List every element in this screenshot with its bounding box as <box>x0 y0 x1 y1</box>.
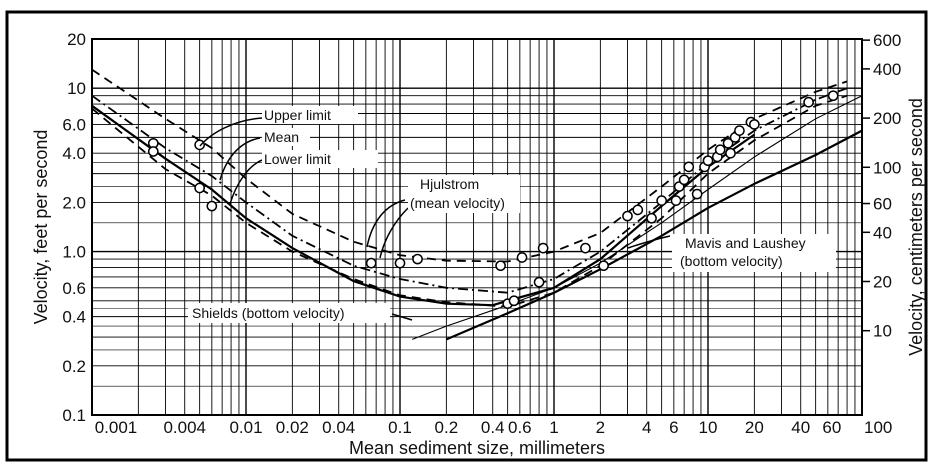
x-tick-label: 0.01 <box>229 418 262 437</box>
y-tick-label: 0.4 <box>62 308 86 327</box>
y-right-tick-labels: 10 20 40 60 100 200 400 600 <box>862 31 901 341</box>
data-point <box>714 144 726 156</box>
y-tick-label: 6.0 <box>62 115 86 134</box>
annotation-arrows <box>199 117 671 321</box>
hjulstrom-label: Hjulstrom <box>420 176 479 192</box>
mean-leader <box>219 137 261 181</box>
y-tick-label: 20 <box>67 30 86 49</box>
data-point <box>516 252 528 263</box>
y-tick-label: 2.0 <box>62 193 86 212</box>
y-right-tick-label: 60 <box>873 195 892 214</box>
data-point <box>670 195 682 207</box>
x-tick-labels: 0.001 0.004 0.01 0.02 0.04 0.1 0.2 0.4 0.6 1 2 4 6 10… <box>95 418 893 437</box>
x-tick-label: 1 <box>549 418 558 437</box>
upper-limit-curve <box>91 68 848 263</box>
y-tick-label: 0.6 <box>62 279 86 298</box>
x-tick-label: 0.1 <box>388 418 412 437</box>
y-axis-title-left: Velocity, feet per second <box>31 130 51 325</box>
x-tick-label: 0.001 <box>95 418 138 437</box>
data-point <box>683 161 695 173</box>
y-tick-label: 0.1 <box>62 406 86 425</box>
mavis-leader <box>627 235 671 249</box>
hjulstrom-sublabel: (mean velocity) <box>410 195 505 211</box>
plot-area-border <box>91 38 863 416</box>
mean-label: Mean <box>264 129 299 145</box>
data-point <box>394 257 406 269</box>
y-right-tick-label: 100 <box>873 158 901 177</box>
data-point <box>827 90 839 102</box>
mavis-laushey-curve <box>445 129 863 341</box>
mavis-laushey-label: Mavis and Laushey <box>685 235 806 251</box>
y-right-tick-label: 20 <box>873 272 892 291</box>
upper-limit-leader <box>199 117 263 147</box>
upper-limit-label: Upper limit <box>264 107 331 123</box>
y-right-tick-label: 600 <box>873 31 901 50</box>
data-point <box>622 210 633 222</box>
data-point <box>722 137 734 149</box>
y-tick-label: 4.0 <box>62 144 86 163</box>
data-point <box>365 257 377 269</box>
y-right-tick-label: 40 <box>873 223 892 242</box>
y-tick-labels: 0.1 0.2 0.4 0.6 1.0 2.0 4.0 6.0 10 20 <box>62 30 86 425</box>
y-right-tick-label: 200 <box>873 109 901 128</box>
data-point <box>194 139 205 151</box>
x-tick-label: 10 <box>699 418 718 437</box>
x-tick-label: 40 <box>791 418 810 437</box>
y-tick-label: 10 <box>67 79 86 98</box>
data-point <box>678 174 690 186</box>
data-point <box>803 96 814 108</box>
y-right-tick-label: 400 <box>873 60 901 79</box>
data-point <box>194 182 205 194</box>
y-tick-label: 0.2 <box>62 357 86 376</box>
data-point <box>598 260 609 272</box>
x-tick-label: 4 <box>642 418 651 437</box>
mean-curve <box>91 87 848 294</box>
data-point <box>206 200 218 212</box>
hjulstrom-leader-2 <box>379 207 409 259</box>
data-point <box>734 125 745 136</box>
x-tick-label: 60 <box>822 418 841 437</box>
x-tick-label: 2 <box>596 418 605 437</box>
data-point <box>691 188 703 200</box>
x-tick-label: 6 <box>669 418 678 437</box>
y-axis-title-right: Velocity, centimeters per second <box>906 98 926 356</box>
data-points <box>147 90 839 310</box>
lower-limit-leader <box>229 159 263 205</box>
data-point <box>632 204 644 216</box>
hjulstrom-leader-1 <box>366 199 406 248</box>
data-point <box>412 253 423 265</box>
data-point <box>495 260 506 272</box>
shields-label: Shields (bottom velocity) <box>192 305 345 321</box>
mavis-laushey-sublabel: (bottom velocity) <box>680 253 783 269</box>
x-axis-title: Mean sediment size, millimeters <box>349 438 605 458</box>
data-point <box>725 147 736 159</box>
y-right-tick-label: 10 <box>873 322 892 341</box>
data-point <box>537 242 549 254</box>
lower-limit-label: Lower limit <box>264 151 331 167</box>
data-point <box>702 155 714 167</box>
x-tick-label: 20 <box>745 418 764 437</box>
hjulstrom-mean-velocity-curve <box>91 104 756 307</box>
shields-leader <box>391 313 413 321</box>
data-point <box>646 212 657 224</box>
x-tick-label: 0.004 <box>163 418 206 437</box>
data-point <box>533 276 545 288</box>
data-point <box>508 295 520 307</box>
shields-curve <box>412 95 863 340</box>
x-tick-label: 0.6 <box>508 418 532 437</box>
data-point <box>656 195 667 207</box>
data-point <box>580 242 591 254</box>
y-tick-label: 1.0 <box>62 243 86 262</box>
x-tick-label: 0.2 <box>435 418 459 437</box>
x-tick-label: 0.02 <box>276 418 309 437</box>
x-tick-label: 0.04 <box>322 418 355 437</box>
annotation-labels: Upper limit Mean Lower limit Hjulstrom (… <box>188 106 836 323</box>
x-tick-label: 0.4 <box>481 418 505 437</box>
data-point <box>147 146 159 157</box>
x-tick-label: 100 <box>864 418 892 437</box>
data-point <box>749 119 760 130</box>
